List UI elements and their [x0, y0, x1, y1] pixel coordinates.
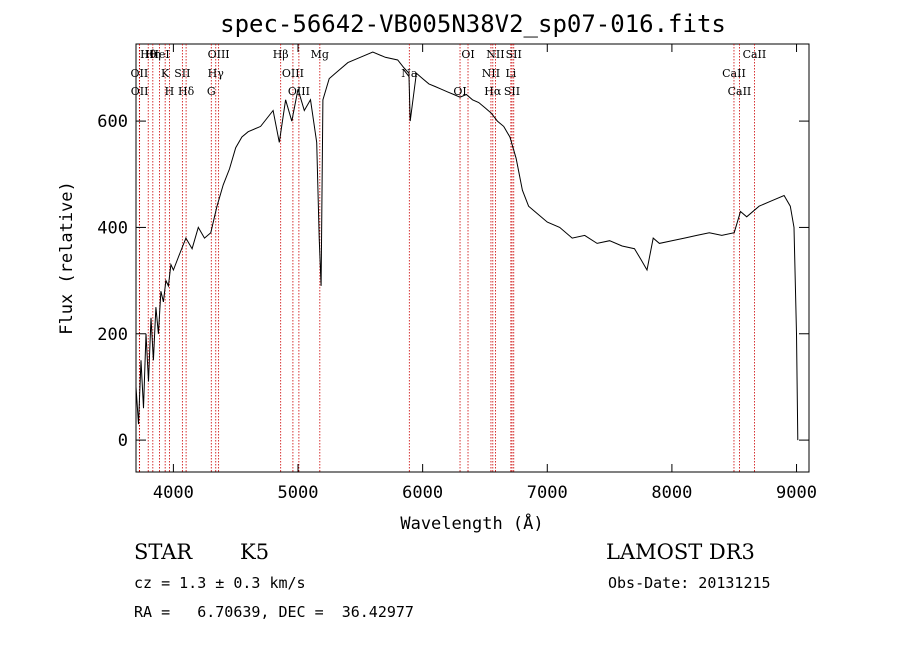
spectral-line-label: OIII: [208, 48, 230, 61]
spectral-line-label: CaII: [743, 48, 767, 61]
y-tick-label: 600: [97, 112, 128, 132]
spectral-line-label: OII: [131, 85, 149, 98]
spectral-line-label: Hδ: [178, 85, 195, 98]
y-axis-label: Flux (relative): [57, 181, 77, 335]
x-axis-label: Wavelength (Å): [400, 512, 543, 534]
coordinates: RA = 6.70639, DEC = 36.42977: [134, 603, 414, 621]
spectral-line-label: OII: [131, 67, 149, 80]
x-tick-label: 5000: [278, 483, 319, 503]
spectral-line-label: Hθ: [140, 48, 157, 61]
line-labels: HθOIIOIIHηKHHeISIIHδOIIIHγGHβOIIIOIIIMgN…: [131, 48, 767, 98]
spectrum-line: [135, 51, 799, 441]
observation-date: Obs-Date: 20131215: [608, 574, 771, 592]
x-tick-label: 8000: [651, 483, 692, 503]
spectral-line-label: SII: [504, 85, 520, 98]
object-subclass: K5: [240, 540, 270, 564]
spectral-line-label: NII: [482, 67, 500, 80]
spectral-line-label: HeI: [149, 48, 169, 61]
spectral-line-label: Li: [505, 67, 516, 80]
y-axis-ticks: 0 200 400 600: [97, 112, 809, 451]
line-markers: [138, 44, 755, 472]
spectral-line-label: CaII: [728, 85, 752, 98]
redshift-velocity: cz = 1.3 ± 0.3 km/s: [134, 574, 306, 592]
spectral-line-label: SII: [174, 67, 190, 80]
y-tick-label: 400: [97, 218, 128, 238]
x-axis-ticks: 4000 5000 6000 7000 8000 9000: [153, 44, 817, 503]
spectral-line-label: K: [161, 67, 170, 80]
object-class: STAR: [134, 540, 193, 564]
spectral-line-label: Hη: [145, 48, 161, 61]
spectral-line-label: H: [165, 85, 175, 98]
spectral-line-label: Na: [401, 67, 418, 80]
spectral-line-label: OI: [453, 85, 466, 98]
spectral-line-label: Hβ: [273, 48, 289, 61]
survey-name: LAMOST DR3: [606, 540, 755, 564]
spectral-line-label: NII: [486, 48, 504, 61]
spectral-line-label: CaII: [722, 67, 746, 80]
y-tick-label: 200: [97, 325, 128, 345]
x-tick-label: 6000: [402, 483, 443, 503]
x-tick-label: 7000: [527, 483, 568, 503]
y-tick-label: 0: [118, 431, 128, 451]
x-tick-label: 9000: [776, 483, 817, 503]
spectral-line-label: G: [207, 85, 216, 98]
spectral-line-label: OIII: [282, 67, 304, 80]
spectral-line-label: OI: [461, 48, 474, 61]
spectral-line-label: Hα: [484, 85, 502, 98]
spectral-line-label: Mg: [311, 48, 329, 61]
plot-frame: [135, 43, 810, 473]
x-tick-label: 4000: [153, 483, 194, 503]
chart-title: spec-56642-VB005N38V2_sp07-016.fits: [220, 10, 726, 38]
spectral-line-label: SII: [506, 48, 522, 61]
spectral-line-label: Hγ: [208, 67, 225, 80]
